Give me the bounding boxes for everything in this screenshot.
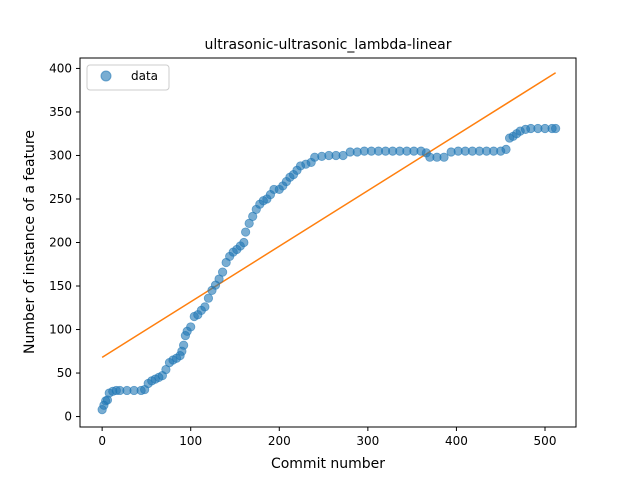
fit-line bbox=[101, 72, 557, 359]
x-tick-label: 300 bbox=[356, 434, 379, 448]
y-tick-label: 350 bbox=[49, 105, 72, 119]
legend: data bbox=[86, 64, 170, 91]
legend-label-data: data bbox=[131, 69, 158, 83]
data-point bbox=[218, 267, 228, 277]
y-tick-label: 100 bbox=[49, 323, 72, 337]
data-points-layer bbox=[97, 123, 561, 415]
y-tick-label: 50 bbox=[57, 366, 72, 380]
x-tick-label: 200 bbox=[268, 434, 291, 448]
y-tick-label: 200 bbox=[49, 236, 72, 250]
y-tick-label: 400 bbox=[49, 61, 72, 75]
data-point bbox=[439, 152, 449, 162]
data-point bbox=[203, 293, 214, 303]
y-tick-label: 250 bbox=[49, 192, 72, 206]
y-tick-label: 300 bbox=[49, 148, 72, 162]
y-axis-title: Number of instance of a feature bbox=[22, 130, 38, 354]
data-point bbox=[200, 302, 210, 312]
data-point bbox=[501, 144, 511, 154]
data-point bbox=[179, 340, 189, 350]
legend-marker-data bbox=[100, 70, 112, 82]
x-tick-label: 500 bbox=[534, 434, 557, 448]
data-point bbox=[239, 237, 249, 248]
x-tick-label: 100 bbox=[179, 434, 202, 448]
chart-title: ultrasonic-ultrasonic_lambda-linear bbox=[205, 37, 452, 53]
y-tick-label: 150 bbox=[49, 279, 72, 293]
y-tick-label: 0 bbox=[64, 410, 72, 424]
data-point bbox=[241, 227, 251, 237]
x-tick-label: 0 bbox=[98, 434, 106, 448]
x-axis-title: Commit number bbox=[271, 456, 385, 472]
x-tick-label: 400 bbox=[445, 434, 468, 448]
data-point bbox=[186, 322, 196, 332]
fit-line-layer bbox=[101, 72, 557, 359]
data-point bbox=[551, 123, 561, 134]
y-axis-ticks: 0 50 100 150 200 250 300 350 400 bbox=[49, 61, 80, 424]
x-axis-ticks: 0 100 200 300 400 500 bbox=[98, 427, 556, 448]
